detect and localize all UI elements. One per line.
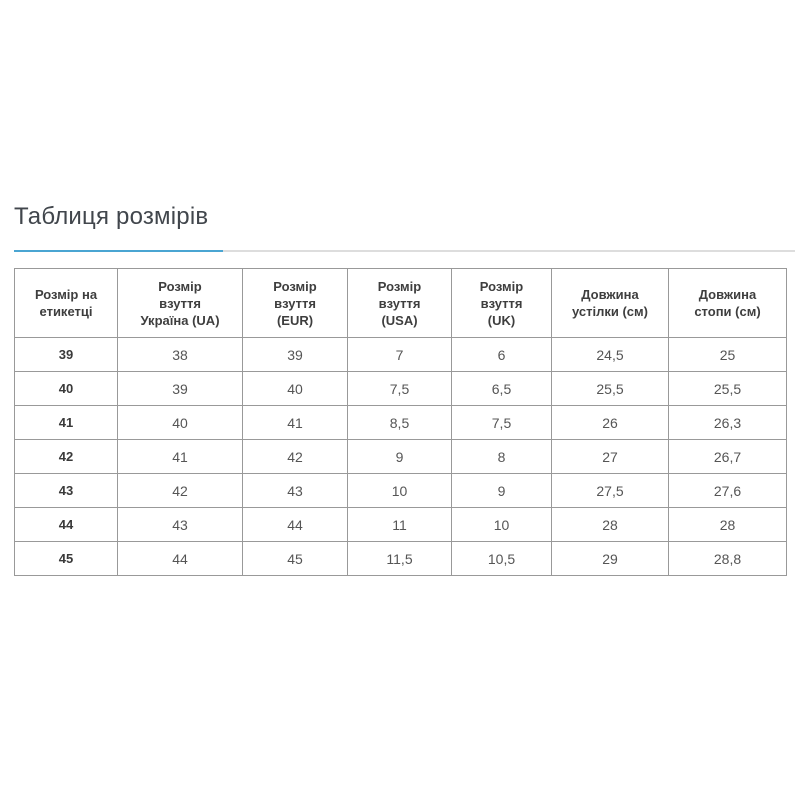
size-value-cell: 42 (242, 439, 348, 474)
size-value-cell: 9 (451, 473, 552, 508)
column-header: Довжина устілки (см) (551, 268, 669, 338)
size-value-cell: 39 (242, 337, 348, 372)
size-table-body: 39 38 39 7 6 24,5 25 40 39 40 7,5 6,5 25,5 25,5 41 40 41… (14, 337, 787, 576)
size-value-cell: 8 (451, 439, 552, 474)
size-value-cell: 10,5 (451, 541, 552, 576)
size-value-cell: 27 (551, 439, 669, 474)
size-value-cell: 42 (117, 473, 243, 508)
size-value-cell: 6 (451, 337, 552, 372)
size-value-cell: 27,5 (551, 473, 669, 508)
table-row: 39 38 39 7 6 24,5 25 (14, 337, 787, 372)
size-value-cell: 41 (117, 439, 243, 474)
row-label-cell: 42 (14, 439, 118, 474)
size-value-cell: 43 (117, 507, 243, 542)
size-value-cell: 43 (242, 473, 348, 508)
size-value-cell: 25,5 (668, 371, 787, 406)
size-value-cell: 26,7 (668, 439, 787, 474)
size-value-cell: 26,3 (668, 405, 787, 440)
size-value-cell: 27,6 (668, 473, 787, 508)
size-value-cell: 10 (347, 473, 452, 508)
size-value-cell: 40 (117, 405, 243, 440)
size-value-cell: 11 (347, 507, 452, 542)
size-value-cell: 40 (242, 371, 348, 406)
column-header: Розмір на етикетці (14, 268, 118, 338)
size-value-cell: 41 (242, 405, 348, 440)
size-value-cell: 29 (551, 541, 669, 576)
size-value-cell: 10 (451, 507, 552, 542)
column-header: Розмір взуття (EUR) (242, 268, 348, 338)
page-title: Таблиця розмірів (14, 203, 209, 230)
size-table-head: Розмір на етикетці Розмір взуття Україна … (14, 268, 787, 338)
row-label-cell: 45 (14, 541, 118, 576)
row-label-cell: 40 (14, 371, 118, 406)
size-value-cell: 39 (117, 371, 243, 406)
title-underline-accent (14, 250, 223, 252)
table-row: 41 40 41 8,5 7,5 26 26,3 (14, 405, 787, 440)
size-value-cell: 11,5 (347, 541, 452, 576)
row-label-cell: 43 (14, 473, 118, 508)
size-value-cell: 25 (668, 337, 787, 372)
table-row: 44 43 44 11 10 28 28 (14, 507, 787, 542)
size-value-cell: 26 (551, 405, 669, 440)
size-value-cell: 7,5 (451, 405, 552, 440)
column-header: Розмір взуття (USA) (347, 268, 452, 338)
size-value-cell: 44 (117, 541, 243, 576)
table-row: 42 41 42 9 8 27 26,7 (14, 439, 787, 474)
size-value-cell: 7 (347, 337, 452, 372)
table-row: 45 44 45 11,5 10,5 29 28,8 (14, 541, 787, 576)
size-value-cell: 25,5 (551, 371, 669, 406)
title-underline (14, 250, 795, 252)
column-header: Розмір взуття Україна (UA) (117, 268, 243, 338)
size-table: Розмір на етикетці Розмір взуття Україна … (14, 268, 787, 576)
size-value-cell: 28 (551, 507, 669, 542)
row-label-cell: 41 (14, 405, 118, 440)
row-label-cell: 39 (14, 337, 118, 372)
column-header: Розмір взуття (UK) (451, 268, 552, 338)
size-value-cell: 45 (242, 541, 348, 576)
size-value-cell: 28,8 (668, 541, 787, 576)
size-value-cell: 9 (347, 439, 452, 474)
row-label-cell: 44 (14, 507, 118, 542)
table-row: 40 39 40 7,5 6,5 25,5 25,5 (14, 371, 787, 406)
size-value-cell: 38 (117, 337, 243, 372)
size-value-cell: 6,5 (451, 371, 552, 406)
size-value-cell: 44 (242, 507, 348, 542)
size-value-cell: 7,5 (347, 371, 452, 406)
header-row: Розмір на етикетці Розмір взуття Україна … (14, 268, 787, 338)
size-value-cell: 24,5 (551, 337, 669, 372)
column-header: Довжина стопи (см) (668, 268, 787, 338)
size-value-cell: 28 (668, 507, 787, 542)
table-row: 43 42 43 10 9 27,5 27,6 (14, 473, 787, 508)
size-value-cell: 8,5 (347, 405, 452, 440)
